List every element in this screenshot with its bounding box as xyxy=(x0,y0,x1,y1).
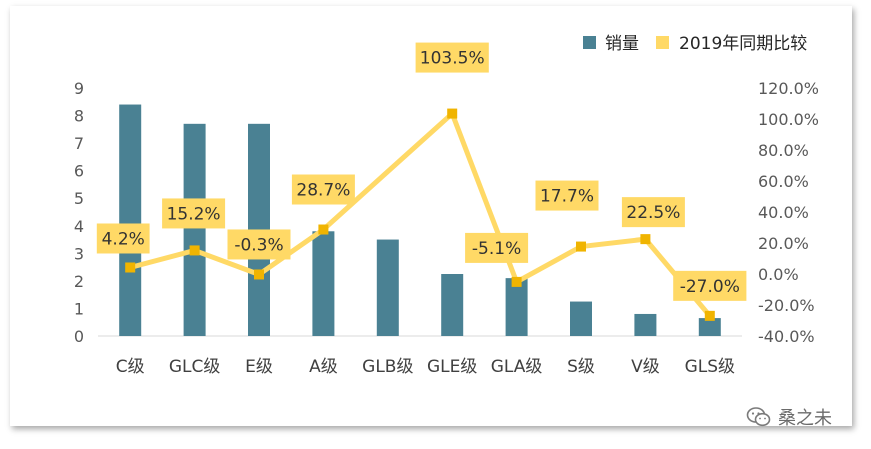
yoy-marker xyxy=(576,241,586,252)
data-label-box xyxy=(415,42,489,73)
legend-label-yoy: 2019年同期比较 xyxy=(679,34,807,54)
y-left-tick-label: 2 xyxy=(74,272,84,291)
data-label: 4.2% xyxy=(102,229,145,249)
x-tick-label: GLB级 xyxy=(362,357,413,377)
data-label: 15.2% xyxy=(167,204,221,224)
data-label: -5.1% xyxy=(472,239,521,259)
x-tick-label: GLS级 xyxy=(685,357,735,377)
x-tick-label: S级 xyxy=(567,357,595,377)
yoy-marker xyxy=(254,269,264,280)
data-label: 103.5% xyxy=(420,49,485,69)
yoy-marker xyxy=(189,245,200,256)
x-tick-label: GLE级 xyxy=(427,357,477,377)
legend-swatch-yoy xyxy=(656,36,669,49)
data-label-box xyxy=(96,223,150,254)
y-right-tick-label: -40.0% xyxy=(758,327,815,346)
y-right-tick-label: 100.0% xyxy=(758,110,819,129)
data-label-box xyxy=(291,174,355,205)
y-left-tick-label: 0 xyxy=(74,327,84,346)
bar-7 xyxy=(505,278,528,336)
x-tick-label: E级 xyxy=(245,357,273,377)
y-right-tick-label: 20.0% xyxy=(758,234,809,253)
y-right-tick-label: 80.0% xyxy=(758,141,809,160)
y-left-tick-label: 3 xyxy=(74,244,84,263)
y-left-tick-label: 6 xyxy=(74,162,84,181)
y-left-tick-label: 7 xyxy=(74,134,84,153)
x-tick-label: GLC级 xyxy=(169,357,221,377)
y-left-tick-label: 4 xyxy=(74,217,84,236)
line-group xyxy=(125,108,715,321)
legend-swatch-sales xyxy=(583,36,596,49)
yoy-marker xyxy=(318,224,329,235)
x-tick-label: V级 xyxy=(631,357,660,377)
yoy-marker xyxy=(125,262,136,273)
yoy-marker xyxy=(640,234,651,245)
data-labels-group: 4.2% 15.2% -0.3% 28.7% 103.5% -5.1% 17.7% 22.5%… xyxy=(96,42,747,301)
bar-4 xyxy=(312,231,335,336)
data-label: 28.7% xyxy=(296,181,350,201)
yoy-marker xyxy=(447,108,458,119)
y-right-tick-label: 120.0% xyxy=(758,79,819,98)
data-label: -27.0% xyxy=(680,277,740,297)
data-label-box xyxy=(535,180,599,211)
y-right-tick-label: 60.0% xyxy=(758,172,809,191)
bar-1 xyxy=(119,104,142,337)
y-left-tick-label: 9 xyxy=(74,79,84,98)
y-left-tick-label: 8 xyxy=(74,107,84,126)
wechat-icon xyxy=(746,407,771,427)
data-label-box xyxy=(465,232,529,263)
data-label-box xyxy=(162,198,226,229)
combo-chart: 0 1 2 3 4 5 6 7 8 9 -40.0% -20.0% 0.0% 20.0% 40.0% 60.0… xyxy=(74,34,819,377)
data-label-box xyxy=(621,197,685,228)
y-right-tick-label: -20.0% xyxy=(758,296,815,315)
x-tick-label: GLA级 xyxy=(491,357,543,377)
legend-label-sales: 销量 xyxy=(605,34,639,54)
bar-8 xyxy=(570,301,592,336)
bars-group xyxy=(119,104,721,337)
yoy-marker xyxy=(511,276,522,287)
x-tick-label: A级 xyxy=(309,357,338,377)
watermark: 桑之未 xyxy=(746,404,832,430)
bar-9 xyxy=(634,313,657,336)
data-label: 17.7% xyxy=(540,187,594,207)
data-label: 22.5% xyxy=(626,203,680,223)
data-label-box xyxy=(673,270,747,301)
bar-10 xyxy=(698,318,721,336)
watermark-text: 桑之未 xyxy=(778,408,832,429)
bar-5 xyxy=(376,239,399,336)
data-label-box xyxy=(227,229,291,260)
data-label: -0.3% xyxy=(234,235,283,255)
axes-group: 0 1 2 3 4 5 6 7 8 9 -40.0% -20.0% 0.0% 20.0% 40.0% 60.0… xyxy=(74,79,819,377)
chart-card: 0 1 2 3 4 5 6 7 8 9 -40.0% -20.0% 0.0% 20.0% 40.0% 60.0… xyxy=(10,6,852,429)
y-right-tick-label: 0.0% xyxy=(758,265,799,284)
y-left-tick-label: 5 xyxy=(74,189,84,208)
y-left-tick-label: 1 xyxy=(74,299,84,318)
x-tick-label: C级 xyxy=(116,357,145,377)
bar-6 xyxy=(441,274,464,336)
yoy-marker xyxy=(704,310,715,321)
bar-2 xyxy=(183,123,206,336)
y-right-tick-label: 40.0% xyxy=(758,203,809,222)
legend: 销量 2019年同期比较 xyxy=(583,34,807,54)
